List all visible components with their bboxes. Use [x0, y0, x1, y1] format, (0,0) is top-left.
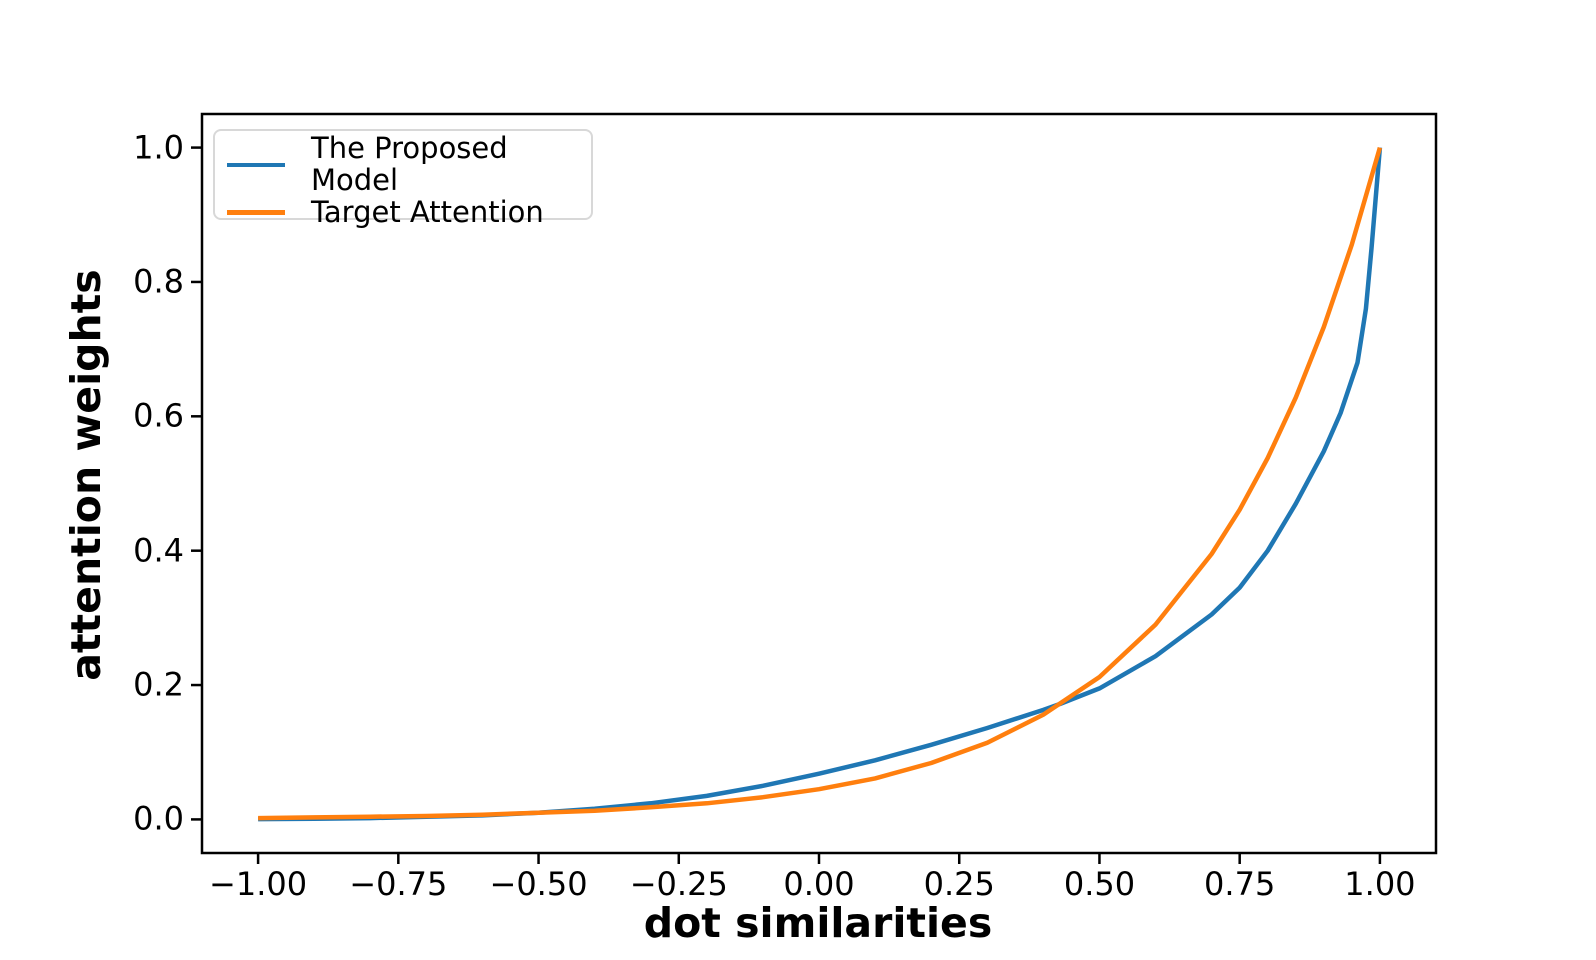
legend-item-target-attention: Target Attention: [227, 194, 579, 229]
x-tick-label: 0.75: [1204, 865, 1276, 903]
legend-label: The Proposed Model: [311, 131, 508, 197]
legend-line-swatch: [227, 210, 285, 215]
x-tick-label: −1.00: [209, 865, 308, 903]
x-tick-label: 0.25: [923, 865, 995, 903]
legend-line-swatch: [227, 162, 285, 168]
x-tick-label: 0.50: [1063, 865, 1136, 903]
y-tick-label: 0.4: [133, 531, 184, 570]
y-tick-label: 0.6: [133, 396, 184, 435]
y-axis-title: attention weights: [62, 269, 110, 681]
x-tick-label: −0.25: [629, 865, 728, 903]
y-tick-label: 0.2: [133, 665, 184, 704]
y-tick-label: 0.8: [133, 262, 184, 301]
y-tick-label: 0.0: [133, 800, 184, 839]
y-tick-label: 1.0: [133, 128, 184, 167]
x-tick-label: 0.00: [783, 865, 855, 903]
x-tick-label: −0.50: [489, 865, 588, 903]
legend-item-the-proposed-model: The Proposed Model: [227, 131, 579, 197]
series-line-target-attention: [258, 146, 1383, 821]
x-axis-title: dot similarities: [643, 899, 993, 947]
x-tick-label: 1.00: [1344, 865, 1416, 903]
series-line-the-proposed-model: [258, 147, 1383, 822]
x-tick-label: −0.75: [349, 865, 448, 903]
legend-label: Target Attention: [311, 194, 544, 229]
legend: The Proposed Model Target Attention: [213, 129, 593, 228]
